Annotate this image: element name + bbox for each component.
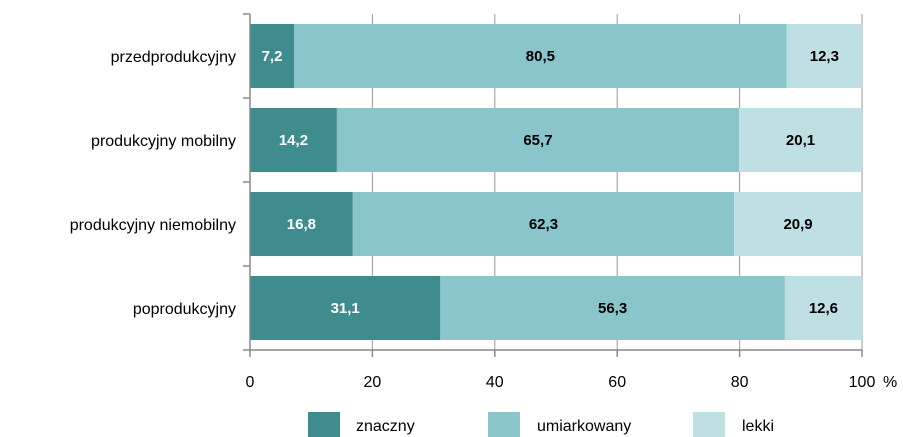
- x-tick-labels: 0 20 40 60 80 100: [246, 374, 876, 391]
- bar-umiarkowany: [440, 276, 785, 340]
- bar-znaczny: [250, 24, 295, 88]
- x-tick-label: 40: [486, 374, 504, 391]
- data-label: 12,3: [810, 48, 839, 65]
- data-label: 62,3: [529, 216, 558, 233]
- category-label: przedprodukcyjny: [111, 49, 236, 66]
- category-labels: przedprodukcyjny produkcyjny mobilny produ…: [70, 49, 236, 318]
- bar-znaczny: [250, 108, 337, 172]
- x-tick-label: 0: [246, 374, 255, 391]
- category-label: poprodukcyjny: [133, 301, 236, 318]
- legend-swatch-lekki: [693, 412, 725, 437]
- legend-swatch-znaczny: [308, 412, 340, 437]
- x-tick-label: 20: [364, 374, 382, 391]
- data-label: 20,9: [783, 216, 812, 233]
- data-label: 80,5: [526, 48, 555, 65]
- bar-umiarkowany: [352, 192, 735, 256]
- data-label: 16,8: [287, 216, 316, 233]
- data-label: 20,1: [786, 132, 815, 149]
- data-label: 65,7: [523, 132, 552, 149]
- legend-label: lekki: [742, 418, 774, 435]
- x-tick-label: 80: [731, 374, 749, 391]
- bar-znaczny: [250, 276, 441, 340]
- legend-label: znaczny: [356, 418, 415, 435]
- bar-umiarkowany: [294, 24, 787, 88]
- bar-lekki: [734, 192, 862, 256]
- data-label: 56,3: [598, 300, 627, 317]
- axes: [243, 13, 863, 357]
- bars: 7,2 80,5 12,3 14,2 65,7 20,1 16,8 62,3 20,9 31,1 5…: [250, 24, 862, 340]
- legend-swatch-umiarkowany: [488, 412, 520, 437]
- bar-lekki: [738, 108, 862, 172]
- category-label: produkcyjny mobilny: [91, 133, 236, 150]
- bar-znaczny: [250, 192, 353, 256]
- data-label: 14,2: [279, 132, 308, 149]
- bar-lekki: [786, 24, 862, 88]
- legend-label: umiarkowany: [537, 418, 631, 435]
- data-label: 12,6: [809, 300, 838, 317]
- category-label: produkcyjny niemobilny: [70, 217, 236, 234]
- legend: znaczny umiarkowany lekki: [308, 412, 774, 437]
- data-label: 31,1: [331, 300, 360, 317]
- x-unit-label: %: [883, 374, 897, 391]
- bar-lekki: [784, 276, 862, 340]
- x-tick-label: 60: [608, 374, 626, 391]
- bar-umiarkowany: [336, 108, 739, 172]
- data-label: 7,2: [262, 48, 283, 65]
- x-tick-label: 100: [849, 374, 876, 391]
